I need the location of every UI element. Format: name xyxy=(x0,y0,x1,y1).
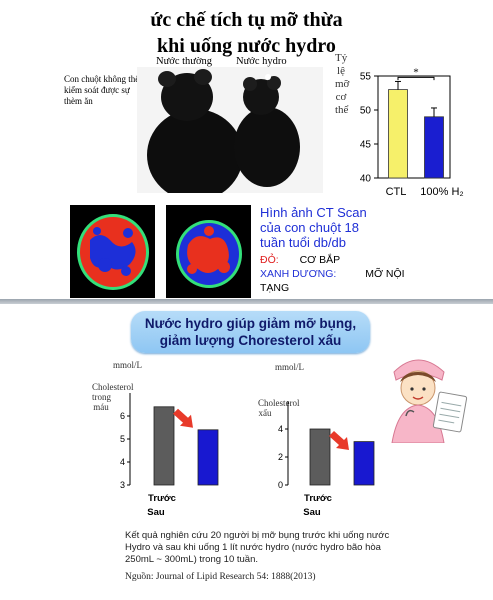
chol-units-text: mmol/L xyxy=(113,360,142,370)
ldl-ytick-label-0: 0 xyxy=(278,480,283,490)
ct-hydro-fat xyxy=(187,236,229,273)
legend-blue-value: MỠ NỘI xyxy=(365,268,405,280)
study-line3: 250mL ~ 300mL) trong 10 tuần. xyxy=(125,554,258,565)
chol-ylabel-text: Cholesterol trong máu xyxy=(92,382,134,412)
chol-ytick-label-3: 6 xyxy=(120,411,125,421)
chol-ylabel: Cholesterol trong máu xyxy=(92,382,134,412)
page-title-line2: khi uống nước hydro xyxy=(157,35,336,57)
chol-units: mmol/L xyxy=(113,360,142,370)
source-citation: Nguồn: Journal of Lipid Research 54: 188… xyxy=(125,572,316,582)
body-fat-bar-1 xyxy=(424,116,444,179)
ldl-ylabel-text: Cholesterol xấu xyxy=(258,398,300,418)
ldl-xlabel-1: Sau xyxy=(303,507,321,518)
mouse-normal-body xyxy=(147,109,243,193)
ct-scan-hydro xyxy=(166,205,251,298)
chol-ytick-label-2: 5 xyxy=(120,434,125,444)
ct-caption-line2: của con chuột 18 xyxy=(260,220,360,235)
ldl-bar-0 xyxy=(309,428,331,486)
mouse-hydro-ear-right xyxy=(267,76,281,90)
ldl-ytick-label-2: 4 xyxy=(278,424,283,434)
mouse-normal-ear-left xyxy=(158,71,176,87)
body-fat-chart: 40 45 50 55 * CTL 100% H₂ xyxy=(360,66,464,198)
study-description: Kết quả nghiên cứu 20 người bị mỡ bụng t… xyxy=(125,530,389,566)
body-fat-ytick-label-1: 45 xyxy=(360,140,372,151)
ct-scan-normal xyxy=(70,205,155,298)
mouse-hydro-body xyxy=(234,107,300,187)
ct-legend: ĐỎ: CƠ BẮP XANH DƯƠNG: MỠ NỘI TẠNG xyxy=(260,253,405,295)
section-divider xyxy=(0,299,493,304)
banner-line1: Nước hydro giúp giảm mỡ bụng, xyxy=(144,316,357,331)
body-fat-ytick-label-0: 40 xyxy=(360,174,372,185)
study-line2: Hydro và sau khi uống 1 lít nước hydro (… xyxy=(125,542,381,553)
chol-ytick-label-1: 4 xyxy=(120,457,125,467)
ldl-chart: 0 2 4 Trước Sau xyxy=(278,401,375,518)
chol-bar-0 xyxy=(153,406,175,486)
clipboard-icon xyxy=(432,391,468,433)
body-fat-plot-frame xyxy=(377,75,451,179)
label-hydro-water: Nước hydro xyxy=(236,56,287,67)
body-fat-xlabel-0: CTL xyxy=(386,186,407,198)
mice-photo xyxy=(137,67,323,193)
body-fat-ytick-label-2: 50 xyxy=(360,106,372,117)
ldl-decrease-arrow xyxy=(329,431,349,450)
legend-blue-key: XANH DƯƠNG: xyxy=(260,268,337,280)
ldl-units-text: mmol/L xyxy=(275,362,304,372)
ct-caption: Hình ảnh CT Scan của con chuột 18 tuần t… xyxy=(260,205,367,250)
label-normal-water: Nước thường xyxy=(156,56,213,67)
body-fat-ylabel: Tỷ lệ mỡ cơ thể xyxy=(335,52,350,117)
body-fat-ytick-label-3: 55 xyxy=(360,72,372,83)
ldl-ylabel: Cholesterol xấu xyxy=(258,398,300,418)
ct-caption-line1: Hình ảnh CT Scan xyxy=(260,205,367,220)
ct-caption-line3: tuần tuổi db/db xyxy=(260,235,347,250)
mouse-normal-head xyxy=(161,73,213,121)
mouse-normal-ear-right xyxy=(194,69,212,85)
mouse-hydro-ear-left xyxy=(243,77,257,91)
nurse-illustration xyxy=(391,359,468,443)
body-fat-sig-star: * xyxy=(413,66,419,78)
page-title-line1: ức chế tích tụ mỡ thừa xyxy=(150,9,343,31)
chol-decrease-arrow xyxy=(173,408,193,428)
ldl-xlabel-0: Trước xyxy=(304,493,332,504)
nurse-uniform xyxy=(391,404,445,443)
mouse-hydro-eye xyxy=(265,74,271,80)
body-fat-bar-0 xyxy=(388,89,408,179)
mouse-note: Con chuột không thể kiểm soát được sự th… xyxy=(64,74,140,106)
ldl-bar-1 xyxy=(353,441,375,486)
chol-xlabel-1: Sau xyxy=(147,507,165,518)
legend-blue-value2: TẠNG xyxy=(260,282,290,294)
ldl-units: mmol/L xyxy=(275,362,304,372)
chol-ytick-label-0: 3 xyxy=(120,480,125,490)
banner-line2: giảm lượng Choresterol xấu xyxy=(159,333,342,348)
legend-red-value: CƠ BẮP xyxy=(299,254,341,266)
summary-banner: Nước hydro giúp giảm mỡ bụng, giảm lượng… xyxy=(131,311,370,353)
nurse-hair xyxy=(400,372,436,382)
body-fat-sig-bracket xyxy=(397,76,435,81)
chol-chart: 3 4 5 6 Trước Sau xyxy=(120,393,219,518)
ldl-ytick-label-1: 2 xyxy=(278,452,283,462)
chol-xlabel-0: Trước xyxy=(148,493,176,504)
body-fat-xlabel-1: 100% H₂ xyxy=(420,186,463,198)
legend-red-key: ĐỎ: xyxy=(260,254,279,266)
chol-bar-1 xyxy=(197,429,219,486)
stethoscope-icon xyxy=(405,409,415,417)
mice-illustration xyxy=(147,69,300,193)
body-fat-ylabel-text: Tỷ lệ mỡ cơ thể xyxy=(335,52,350,116)
study-line1: Kết quả nghiên cứu 20 người bị mỡ bụng t… xyxy=(125,530,390,541)
